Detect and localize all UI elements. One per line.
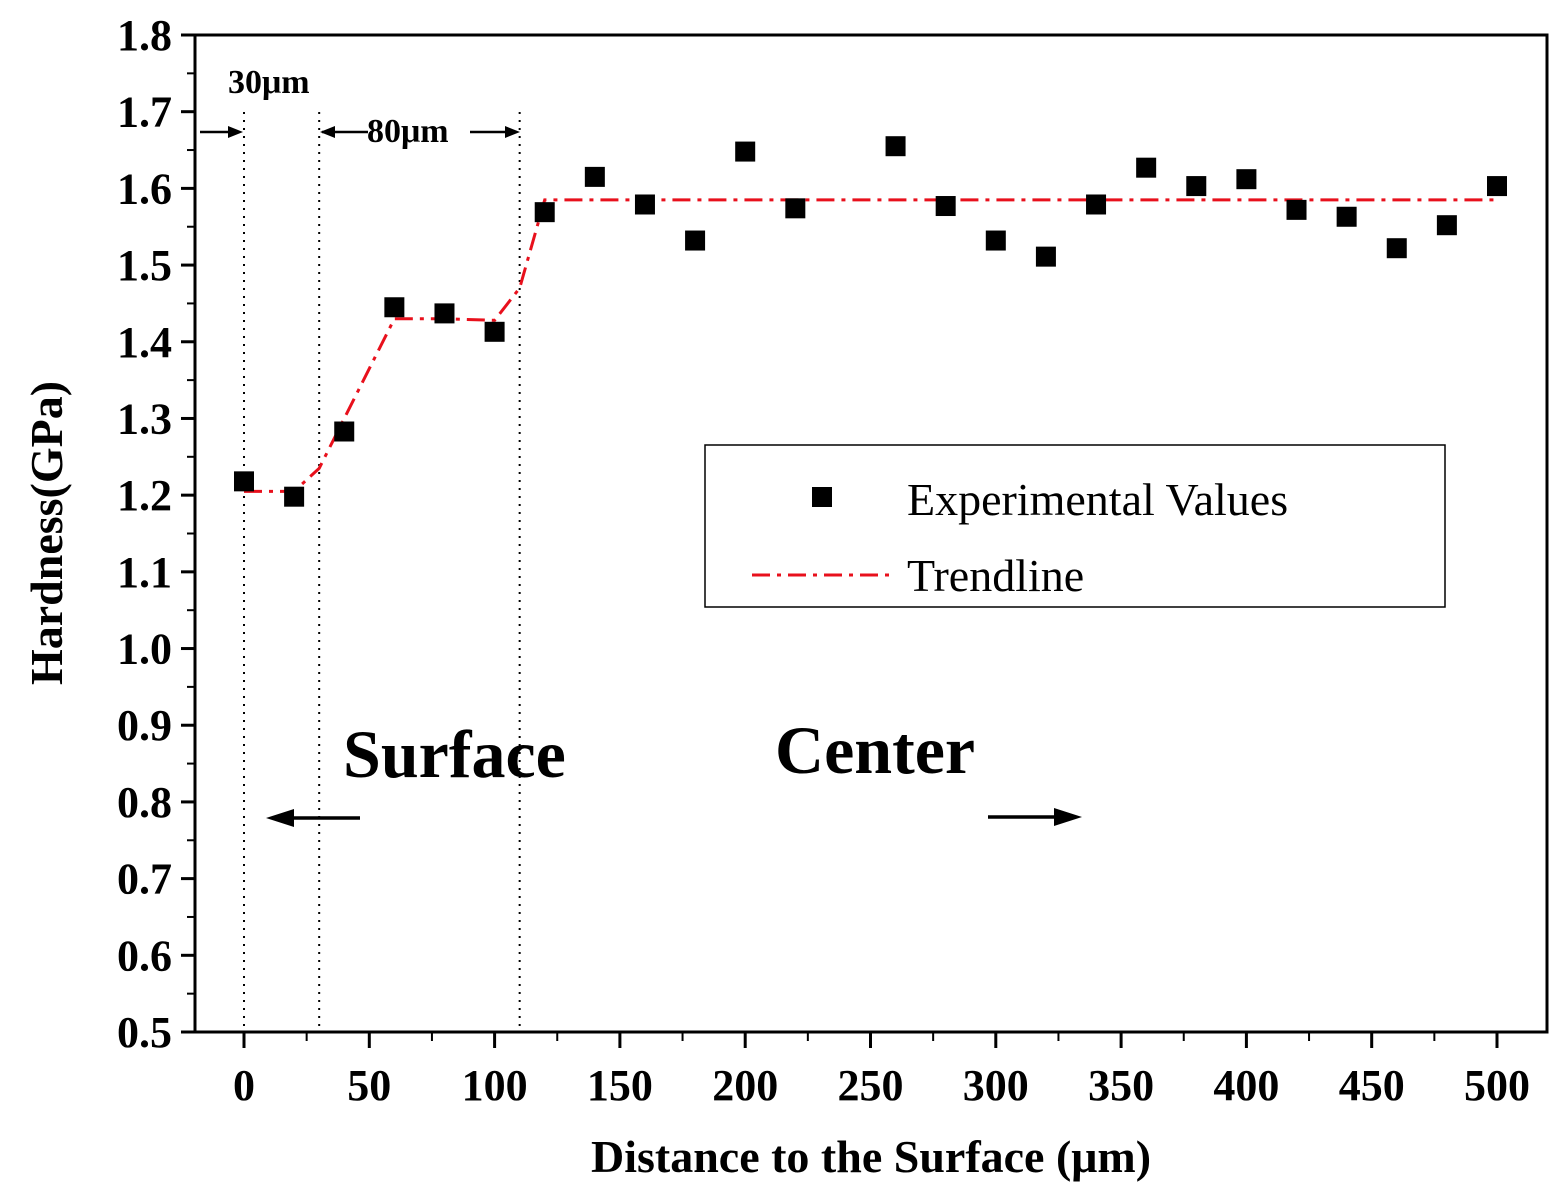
data-point: [1136, 157, 1157, 178]
center-arrow: [988, 808, 1082, 826]
legend-marker-square: [812, 487, 832, 507]
data-point: [985, 230, 1006, 251]
data-point: [234, 471, 254, 492]
x-tick-label: 400: [1213, 1061, 1279, 1110]
x-tick-label: 350: [1088, 1061, 1154, 1110]
data-point: [685, 230, 706, 251]
data-point: [1436, 215, 1457, 236]
x-axis-ticks: 0 50 100 150 200 250 300 350 400 450 500: [233, 1032, 1530, 1110]
data-point: [284, 486, 305, 507]
data-point: [334, 421, 355, 442]
data-point: [1286, 199, 1307, 220]
legend-trendline-label: Trendline: [907, 550, 1084, 601]
y-tick-label: 1.7: [117, 88, 172, 137]
data-point: [384, 297, 405, 318]
data-point: [534, 202, 555, 223]
y-tick-label: 1.5: [117, 241, 172, 290]
data-point: [434, 303, 455, 324]
y-tick-label: 1.3: [117, 394, 172, 443]
y-tick-label: 1.8: [117, 11, 172, 60]
x-tick-label: 150: [587, 1061, 653, 1110]
experimental-series: [234, 136, 1507, 507]
data-point: [484, 321, 505, 342]
dim-30-label: 30μm: [228, 64, 310, 101]
legend-experimental-label: Experimental Values: [907, 474, 1288, 525]
data-point: [1086, 194, 1107, 215]
y-axis-title: Hardness(GPa): [21, 381, 72, 685]
y-tick-label: 0.5: [117, 1008, 172, 1057]
x-tick-label: 0: [233, 1061, 255, 1110]
data-point: [885, 136, 906, 157]
y-tick-label: 0.6: [117, 931, 172, 980]
data-point: [584, 166, 605, 187]
data-point: [634, 194, 655, 215]
dim-80-arrowhead-right: [505, 126, 520, 138]
legend: Experimental Values Trendline: [704, 444, 1446, 608]
data-point: [935, 196, 956, 217]
x-tick-label: 500: [1464, 1061, 1530, 1110]
dim-80-label: 80μm: [367, 113, 449, 150]
data-point: [1386, 238, 1407, 259]
y-tick-label: 1.2: [117, 471, 172, 520]
data-point: [1236, 169, 1257, 190]
y-tick-label: 0.8: [117, 778, 172, 827]
x-tick-label: 200: [712, 1061, 778, 1110]
x-tick-label: 300: [963, 1061, 1029, 1110]
x-tick-label: 100: [462, 1061, 528, 1110]
y-tick-label: 1.1: [117, 548, 172, 597]
dim-80-arrowhead-left: [320, 126, 335, 138]
data-point: [735, 141, 756, 162]
data-point: [1035, 246, 1056, 267]
x-tick-label: 50: [347, 1061, 391, 1110]
dimension-annotations: 30μm 80μm: [200, 64, 520, 150]
y-tick-label: 1.4: [117, 318, 172, 367]
surface-arrow: [266, 809, 360, 827]
data-point: [785, 198, 806, 219]
legend-box: [704, 444, 1446, 608]
y-tick-label: 0.9: [117, 701, 172, 750]
y-tick-label: 1.0: [117, 625, 172, 674]
data-point: [1186, 176, 1207, 197]
x-axis-title: Distance to the Surface (μm): [591, 1131, 1151, 1182]
center-label: Center: [775, 712, 975, 788]
y-axis-ticks: 0.5 0.6 0.7 0.8 0.9 1.0 1.1 1.2 1.3 1.4 1.5 1.6 1.7 1…: [117, 11, 195, 1057]
reference-lines: [243, 112, 521, 1032]
surface-label: Surface: [343, 716, 566, 792]
x-tick-label: 450: [1339, 1061, 1405, 1110]
data-point: [1487, 176, 1507, 197]
data-point: [1336, 206, 1357, 227]
x-tick-label: 250: [838, 1061, 904, 1110]
dim-30-arrowhead: [228, 126, 243, 138]
y-tick-label: 1.6: [117, 164, 172, 213]
y-tick-label: 0.7: [117, 855, 172, 904]
